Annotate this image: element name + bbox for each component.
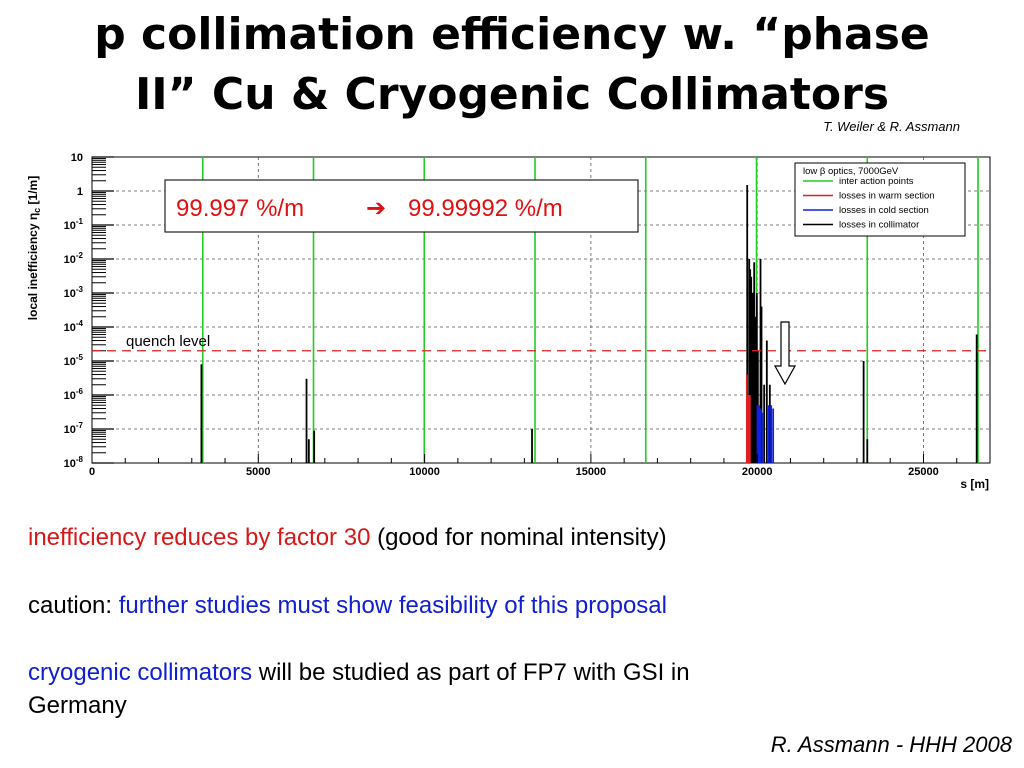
bullet-cryogenic-rest: will be studied as part of FP7 with GSI … [252, 659, 690, 686]
y-tick-label-exponent: -5 [76, 353, 84, 362]
y-tick-label-exponent: -7 [76, 421, 84, 430]
y-tick-label-base: 10 [64, 254, 76, 266]
y-tick-label-base: 10 [64, 356, 76, 368]
minor-ticks [91, 156, 991, 464]
y-tick-label: 10-1 [64, 217, 84, 232]
x-tick-label: 20000 [742, 466, 773, 478]
legend-label: losses in warm section [839, 191, 935, 202]
x-tick-label: 0 [89, 466, 95, 478]
y-axis-label: local inefficiency ηc [1/m] [26, 176, 42, 320]
annotation-box-border [164, 179, 639, 233]
y-tick-label-base: 10 [64, 220, 76, 232]
x-axis-label: s [m] [960, 477, 989, 491]
y-tick-label-base: 10 [64, 424, 76, 436]
y-tick-label-base: 10 [64, 390, 76, 402]
y-tick-label-exponent: -8 [76, 455, 84, 464]
annotation-before: 99.997 %/m [176, 195, 304, 222]
quench-level-label: quench level [126, 333, 210, 350]
bullet-caution-lead: caution: [28, 592, 119, 619]
y-tick-label: 1 [77, 186, 83, 198]
y-tick-label: 10-3 [64, 285, 84, 300]
legend-label: inter action points [839, 176, 914, 187]
bullet-inefficiency: inefficiency reduces by factor 30 (good … [28, 522, 667, 554]
x-tick-label: 10000 [409, 466, 440, 478]
chart-legend: low β optics, 7000GeV inter action point… [794, 162, 966, 237]
y-tick-label-base: 10 [64, 458, 76, 470]
bullet-caution-highlight: further studies must show feasibility of… [118, 592, 667, 619]
legend-label: losses in cold section [839, 205, 929, 216]
legend-items: inter action points losses in warm sectio… [803, 176, 935, 231]
y-tick-label-base: 10 [64, 288, 76, 300]
y-tick-label: 10-4 [64, 319, 84, 334]
y-tick-label: 10-7 [64, 421, 84, 436]
bullet-inefficiency-highlight: inefficiency reduces by factor 30 [28, 524, 371, 551]
bullet-cryogenic: cryogenic collimators will be studied as… [28, 657, 690, 689]
y-tick-label: 10-6 [64, 387, 84, 402]
annotation-box: 99.997 %/m ➔ 99.99992 %/m [164, 179, 639, 233]
y-tick-label-base: 10 [64, 322, 76, 334]
annotation-after: 99.99992 %/m [408, 195, 563, 222]
bullet-caution: caution: further studies must show feasi… [28, 590, 667, 622]
annotation-arrow-icon: ➔ [366, 194, 386, 222]
y-axis-label-unit: [1/m] [26, 176, 40, 208]
y-tick-label-base: 10 [71, 152, 83, 164]
y-tick-label-exponent: -4 [76, 319, 84, 328]
y-tick-label-exponent: -2 [76, 251, 84, 260]
down-arrow-icon [773, 321, 797, 386]
bullet-cryogenic-highlight: cryogenic collimators [28, 659, 253, 686]
x-tick-label: 5000 [246, 466, 270, 478]
y-tick-label: 10-8 [64, 455, 84, 470]
y-tick-label: 10-2 [64, 251, 84, 266]
x-tick-label: 25000 [908, 466, 939, 478]
y-axis-label-main: local inefficiency η [26, 213, 40, 320]
bullet-inefficiency-rest: (good for nominal intensity) [370, 524, 667, 551]
x-tick-label: 15000 [576, 466, 607, 478]
chart-credit: T. Weiler & R. Assmann [823, 119, 960, 134]
slide-title-line-1: p collimation efficiency w. “phase [94, 9, 930, 60]
y-tick-label-exponent: -1 [76, 217, 84, 226]
y-tick-label-base: 1 [77, 186, 83, 198]
loss-bars [200, 185, 978, 463]
y-axis-label-subscript: c [32, 208, 42, 213]
slide-footer: R. Assmann - HHH 2008 [770, 732, 1012, 757]
x-tick-labels: 0 5000 10000 15000 20000 25000 [89, 466, 939, 478]
bullet-cryogenic-continuation: Germany [28, 692, 127, 719]
y-tick-label-exponent: -6 [76, 387, 84, 396]
legend-label: losses in collimator [839, 220, 919, 231]
slide-title-line-2: II” Cu & Cryogenic Collimators [134, 69, 890, 120]
y-tick-label: 10-5 [64, 353, 84, 368]
y-tick-label-exponent: -3 [76, 285, 84, 294]
y-tick-label: 10 [71, 152, 83, 164]
legend-title: low β optics, 7000GeV [803, 166, 899, 177]
